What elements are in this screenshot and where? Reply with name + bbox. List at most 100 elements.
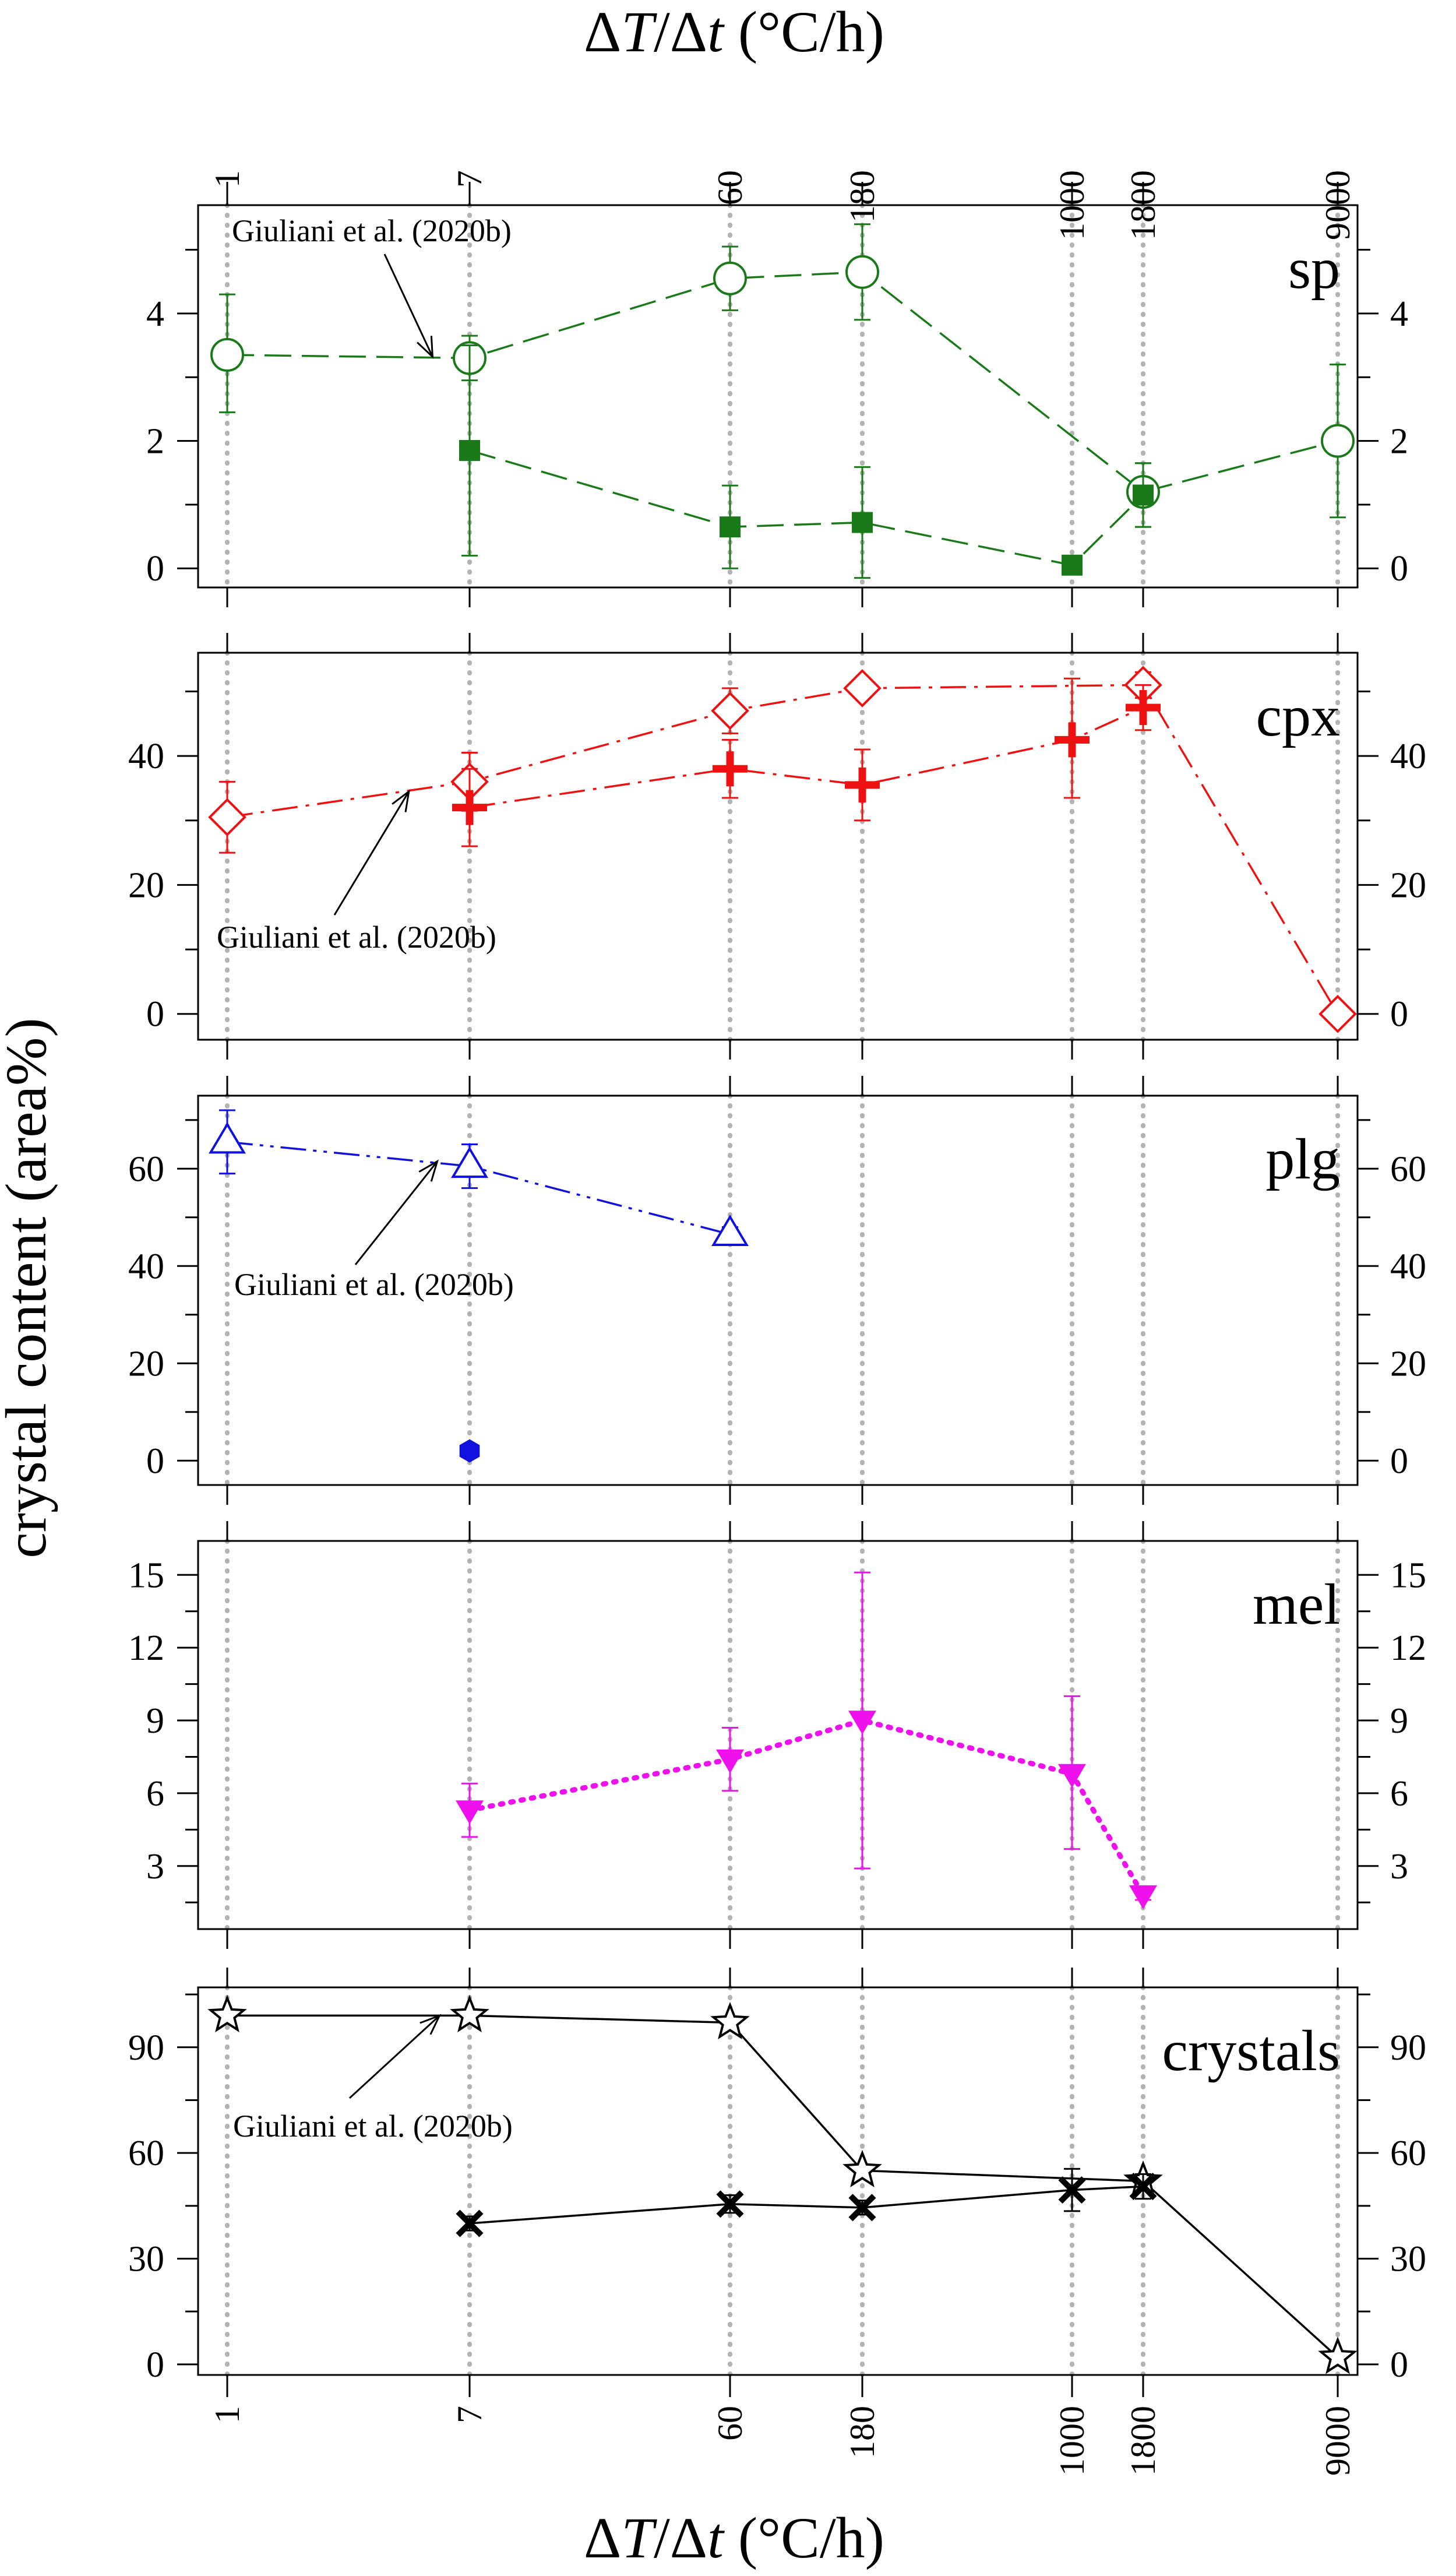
top-x-tick-label: 180 [843,170,882,223]
annotation-arrowhead-cpx [392,789,410,812]
annotation-arrowhead-plg [418,1159,439,1182]
y-tick-label-left-mel: 9 [146,1701,164,1741]
y-tick-label-left-plg: 40 [128,1247,164,1286]
top-x-tick-label: 1 [208,170,246,188]
panel-label-plg: plg [1265,1127,1340,1191]
series-line-cpx [469,706,1144,809]
series-line-crystals [227,2014,1339,2359]
y-tick-label-left-mel: 6 [146,1774,164,1814]
data-point-crystals [207,1994,247,2033]
y-tick-label-left-cpx: 40 [128,737,164,776]
annotation-arrow-plg [354,1160,438,1265]
annotation-label-crystals: Giuliani et al. (2020b) [233,2109,513,2144]
y-tick-label-left-sp: 4 [146,294,164,334]
y-tick-label-right-mel: 9 [1390,1701,1408,1741]
data-point-crystals [450,1994,489,2033]
y-tick-label-right-crystals: 60 [1390,2134,1426,2173]
bottom-x-tick-label: 1000 [1053,2406,1091,2476]
y-tick-label-right-crystals: 90 [1390,2028,1426,2068]
data-point-sp [720,516,741,538]
y-tick-label-left-sp: 0 [146,549,164,589]
bottom-x-tick-label: 7 [450,2406,489,2423]
data-point-crystals [1318,2336,1358,2374]
bottom-x-tick-label: 1 [208,2406,246,2423]
data-point-crystals [1058,2176,1086,2204]
series-line-mel [467,1718,1146,1898]
y-tick-label-left-mel: 3 [146,1847,164,1887]
data-point-crystals [1129,2173,1157,2201]
data-point-sp [1321,424,1355,458]
data-point-sp [713,261,747,295]
annotation-arrow-sp [383,254,433,357]
y-tick-label-left-plg: 60 [128,1149,164,1189]
data-point-mel [1129,1885,1157,1909]
series-line-sp [227,271,1338,493]
data-point-plg [450,1146,489,1178]
data-point-cpx [858,767,866,803]
y-tick-label-right-mel: 6 [1390,1774,1408,1814]
top-x-tick-label: 1000 [1053,170,1091,240]
y-tick-label-right-sp: 4 [1390,294,1408,334]
y-tick-label-right-mel: 12 [1390,1628,1426,1668]
annotation-arrow-crystals [348,2015,440,2099]
data-point-crystals [456,2209,484,2237]
data-point-crystals [710,2001,750,2040]
y-tick-label-right-crystals: 30 [1390,2240,1426,2279]
y-tick-label-right-mel: 3 [1390,1847,1408,1887]
data-point-mel [716,1749,744,1773]
y-tick-label-left-cpx: 0 [146,995,164,1034]
data-point-plg [208,1122,246,1154]
data-point-crystals [848,2194,876,2222]
panel-label-cpx: cpx [1256,684,1340,748]
series-line-cpx [227,684,1339,1015]
top-x-tick-label: 1800 [1124,170,1162,240]
y-tick-label-left-crystals: 90 [128,2028,164,2068]
y-tick-label-left-sp: 2 [146,422,164,462]
data-point-cpx [466,790,474,825]
y-axis-title: crystal content (area%) [0,1018,58,1558]
y-tick-label-left-crystals: 0 [146,2345,164,2385]
bottom-x-tick-label: 9000 [1318,2406,1357,2476]
bottom-x-tick-label: 60 [711,2406,749,2441]
y-tick-label-right-sp: 2 [1390,422,1408,462]
y-tick-label-right-mel: 15 [1390,1556,1426,1595]
panel-label-sp: sp [1288,236,1340,301]
y-tick-label-right-cpx: 0 [1390,995,1408,1034]
top-axis-title: ΔT/Δt (°C/h) [584,0,884,64]
y-tick-label-right-cpx: 40 [1390,737,1426,776]
data-point-sp [459,439,480,461]
y-tick-label-left-crystals: 60 [128,2134,164,2173]
annotation-label-sp: Giuliani et al. (2020b) [232,213,512,248]
data-point-sp [1133,484,1154,506]
data-point-cpx [1139,690,1147,726]
y-tick-label-left-cpx: 20 [128,865,164,905]
data-point-cpx [726,751,734,787]
annotation-arrowhead-crystals [419,2014,442,2035]
top-x-tick-label: 60 [711,170,749,205]
y-tick-label-right-cpx: 20 [1390,865,1426,905]
panel-frames-layer [177,182,1379,2397]
data-point-sp [210,337,244,372]
data-point-cpx [208,798,246,837]
series-line-sp [469,449,1144,566]
panel-frame-crystals [197,1986,1359,2376]
y-tick-label-right-sp: 0 [1390,549,1408,589]
panel-frame-plg [197,1095,1359,1486]
y-tick-label-right-plg: 0 [1390,1441,1408,1481]
data-point-crystals [716,2190,744,2218]
y-tick-label-left-plg: 0 [146,1441,164,1481]
data-point-sp [845,255,879,289]
bottom-x-tick-label: 1800 [1124,2406,1162,2476]
data-layer [207,223,1358,2374]
top-x-tick-label: 7 [450,170,489,188]
annotation-arrow-cpx [333,791,410,916]
y-tick-label-right-crystals: 0 [1390,2345,1408,2385]
annotation-label-plg: Giuliani et al. (2020b) [234,1267,514,1302]
panel-frame-sp [197,204,1359,589]
panel-label-mel: mel [1253,1572,1340,1637]
annotation-arrowhead-sp [417,336,434,359]
series-line-crystals [469,2185,1144,2225]
data-point-plg [711,1215,749,1246]
